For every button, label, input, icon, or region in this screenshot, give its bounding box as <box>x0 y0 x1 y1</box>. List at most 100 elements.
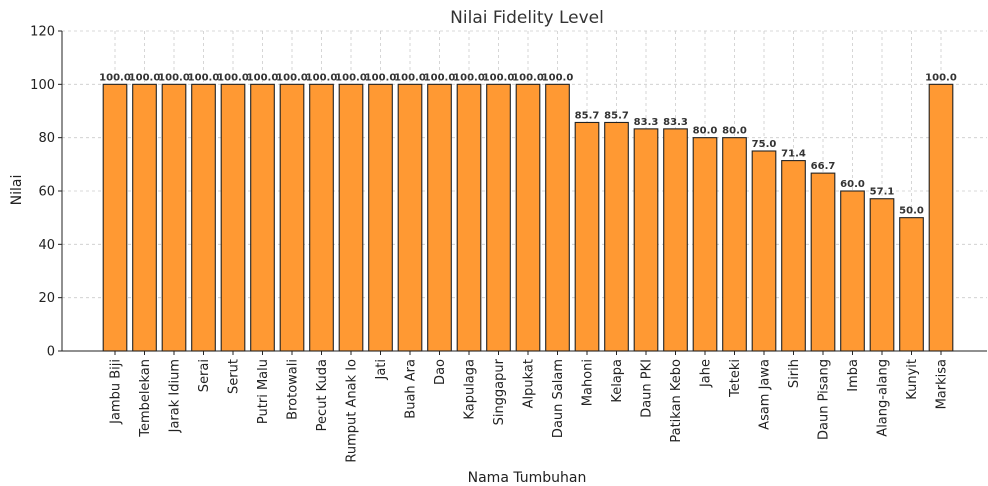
x-tick-label-9: Jati <box>374 359 389 381</box>
data-label-9: 100.0 <box>365 72 397 83</box>
x-tick-label-16: Mahoni <box>581 359 596 406</box>
x-tick-label-19: Patikan Kebo <box>669 359 684 443</box>
x-tick-label-26: Alang-alang <box>876 359 891 437</box>
chart-title: Nilai Fidelity Level <box>450 8 604 28</box>
y-tick-label-4: 80 <box>38 131 55 146</box>
bar-27 <box>899 217 924 352</box>
y-tick-label-2: 40 <box>38 238 55 253</box>
x-tick-label-4: Serut <box>227 359 242 394</box>
data-label-11: 100.0 <box>424 72 456 83</box>
data-label-26: 57.1 <box>870 187 895 198</box>
data-label-13: 100.0 <box>483 72 515 83</box>
x-tick-label-3: Serai <box>197 359 212 392</box>
bar-26 <box>869 198 895 352</box>
x-tick-label-20: Jahe <box>699 359 714 388</box>
data-label-19: 83.3 <box>663 117 688 128</box>
data-label-21: 80.0 <box>722 126 747 137</box>
x-tick-label-22: Asam Jawa <box>758 359 773 430</box>
bar-8 <box>338 83 364 352</box>
data-label-22: 75.0 <box>752 139 777 150</box>
data-label-18: 83.3 <box>634 117 659 128</box>
bar-2 <box>161 83 187 352</box>
data-label-28: 100.0 <box>925 72 957 83</box>
bar-14 <box>515 83 541 352</box>
x-tick-label-2: Jarak Idium <box>168 359 183 433</box>
bar-21 <box>722 137 747 352</box>
data-label-25: 60.0 <box>840 179 865 190</box>
bar-1 <box>132 83 157 352</box>
x-tick-label-24: Daun Pisang <box>817 359 832 440</box>
bar-12 <box>456 83 482 352</box>
y-tick-label-5: 100 <box>30 78 55 93</box>
data-label-27: 50.0 <box>899 206 924 217</box>
bar-23 <box>781 160 806 352</box>
data-label-14: 100.0 <box>512 72 544 83</box>
data-label-0: 100.0 <box>99 72 131 83</box>
bar-6 <box>279 83 305 352</box>
data-label-20: 80.0 <box>693 126 718 137</box>
x-tick-label-0: Jambu Biji <box>109 359 124 425</box>
data-label-17: 85.7 <box>604 110 629 121</box>
bar-20 <box>692 137 718 352</box>
data-label-24: 66.7 <box>811 161 836 172</box>
data-label-7: 100.0 <box>306 72 338 83</box>
data-label-1: 100.0 <box>129 72 161 83</box>
x-tick-label-14: Alpukat <box>522 359 537 408</box>
x-tick-label-6: Brotowali <box>286 359 301 420</box>
x-tick-label-25: Imba <box>846 359 861 392</box>
x-tick-label-17: Kelapa <box>610 359 625 403</box>
x-tick-label-27: Kunyit <box>905 359 920 400</box>
bar-7 <box>309 83 334 352</box>
bar-28 <box>928 83 954 352</box>
bar-16 <box>574 121 600 352</box>
bar-15 <box>545 83 570 352</box>
x-tick-label-12: Kapulaga <box>463 359 478 420</box>
data-label-15: 100.0 <box>542 72 574 83</box>
bar-5 <box>250 83 275 352</box>
data-label-10: 100.0 <box>394 72 426 83</box>
x-tick-label-21: Teteki <box>728 359 743 398</box>
bars-group <box>102 83 954 352</box>
bar-9 <box>368 83 393 352</box>
tick-labels-group: 0 20 40 60 80 100 120 Jambu Biji Tembelekan Jarak… <box>30 25 949 463</box>
x-tick-label-5: Putri Malu <box>256 359 271 424</box>
y-axis-label: Nilai <box>9 175 25 206</box>
data-label-2: 100.0 <box>158 72 190 83</box>
x-tick-label-28: Markisa <box>935 359 950 409</box>
x-tick-label-10: Buah Ara <box>404 359 419 419</box>
axes-group <box>58 30 987 355</box>
data-label-4: 100.0 <box>217 72 249 83</box>
y-tick-label-0: 0 <box>47 345 55 360</box>
data-label-5: 100.0 <box>247 72 279 83</box>
bar-10 <box>397 83 423 352</box>
bar-3 <box>191 83 216 352</box>
bar-13 <box>486 83 511 352</box>
bar-18 <box>633 128 659 352</box>
x-tick-label-1: Tembelekan <box>138 359 153 438</box>
bar-0 <box>102 83 128 352</box>
bar-17 <box>604 121 629 352</box>
data-label-6: 100.0 <box>276 72 308 83</box>
x-tick-label-11: Dao <box>433 359 448 385</box>
bar-4 <box>220 83 246 352</box>
data-label-3: 100.0 <box>188 72 220 83</box>
bar-22 <box>751 150 777 352</box>
y-tick-label-1: 20 <box>38 291 55 306</box>
data-labels-group: 100.0100.0100.0100.0100.0100.0100.0100.0… <box>99 72 957 216</box>
bar-11 <box>427 83 452 352</box>
bar-19 <box>663 128 688 352</box>
x-tick-label-13: Singgapur <box>492 358 507 425</box>
data-label-16: 85.7 <box>575 110 600 121</box>
bar-25 <box>840 190 865 352</box>
data-label-8: 100.0 <box>335 72 367 83</box>
x-tick-label-7: Pecut Kuda <box>315 359 330 431</box>
data-label-12: 100.0 <box>453 72 485 83</box>
x-tick-label-15: Daun Salam <box>551 359 566 438</box>
x-tick-label-18: Daun PKI <box>640 359 655 418</box>
y-tick-label-3: 60 <box>38 185 55 200</box>
x-tick-label-8: Rumput Anak Io <box>345 359 360 463</box>
y-tick-label-6: 120 <box>30 25 55 40</box>
data-label-23: 71.4 <box>781 149 806 160</box>
